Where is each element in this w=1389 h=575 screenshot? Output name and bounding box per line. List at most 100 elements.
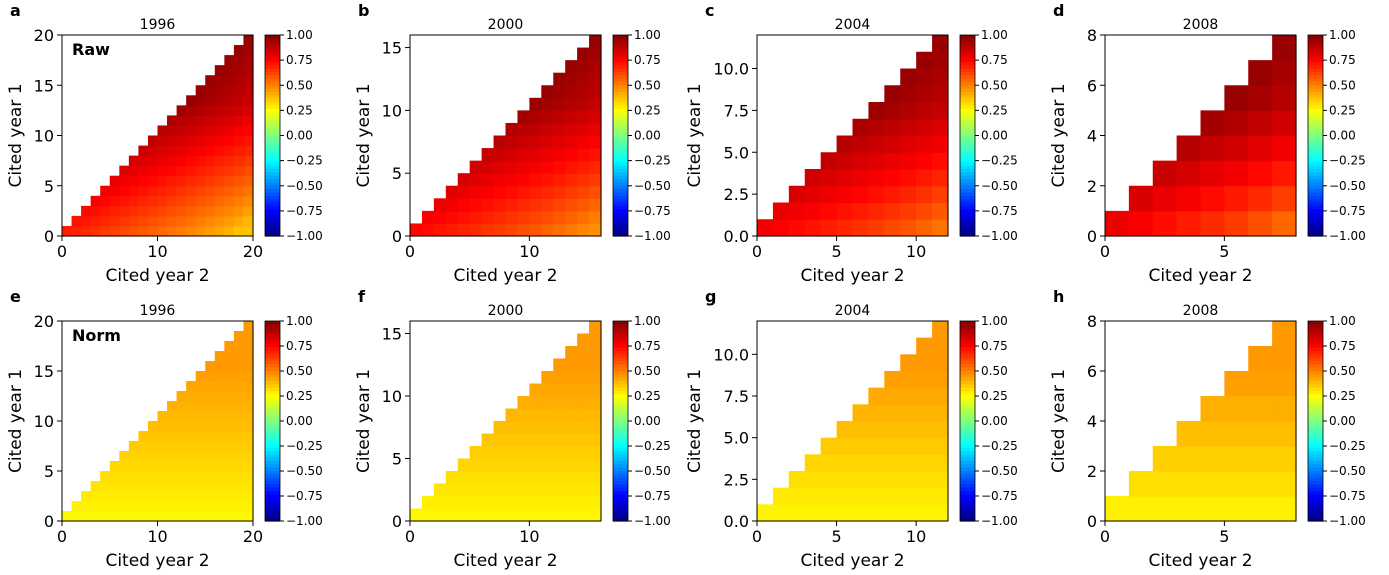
heatmap-cell (457, 173, 471, 187)
heatmap-cell (147, 451, 159, 462)
colorbar-segment (613, 128, 628, 133)
colorbar-segment (960, 148, 975, 153)
heatmap-cell (109, 481, 120, 492)
heatmap-cell (788, 219, 806, 237)
colorbar-segment (1308, 504, 1323, 509)
colorbar-segment (960, 341, 975, 345)
heatmap-cell (788, 471, 806, 489)
heatmap-cell (1152, 446, 1178, 472)
colorbar-segment (265, 514, 280, 519)
heatmap-cell (1176, 471, 1202, 497)
colorbar-segment (1308, 105, 1323, 110)
colorbar-segment (1308, 514, 1323, 519)
heatmap-cell (119, 175, 130, 187)
heatmap-cell (243, 155, 254, 167)
colorbar-segment (265, 411, 280, 415)
heatmap-cell (457, 483, 471, 497)
colorbar-segment (613, 189, 628, 194)
heatmap-cell (224, 185, 235, 197)
heatmap-cell (195, 155, 206, 167)
colorbar-segment (265, 55, 280, 60)
heatmap-cell (884, 185, 901, 204)
x-tick-label: 0 (405, 242, 415, 261)
heatmap-cell (445, 223, 459, 237)
heatmap-cell (214, 85, 225, 96)
heatmap-cell (176, 491, 187, 502)
colorbar-tick-label: −0.75 (1329, 204, 1366, 218)
heatmap-cell (195, 195, 206, 207)
heatmap-cell (138, 491, 149, 502)
colorbar-segment (960, 138, 975, 143)
colorbar-segment (613, 105, 628, 110)
colorbar-tick-label: 0.00 (981, 414, 1008, 428)
colorbar-segment (265, 364, 280, 369)
heatmap-cell (1248, 471, 1273, 497)
heatmap-cell (157, 185, 168, 197)
colorbar-segment (613, 41, 628, 46)
heatmap-cell (505, 508, 519, 522)
heatmap-cell (224, 451, 235, 462)
heatmap-cell (541, 471, 554, 485)
heatmap-cell (529, 210, 542, 225)
colorbar-tick-label: 0.75 (1329, 53, 1356, 67)
heatmap-cell (1128, 210, 1154, 237)
colorbar-segment (960, 391, 975, 395)
colorbar-tick-label: 1.00 (981, 314, 1008, 328)
colorbar-segment (613, 367, 628, 372)
heatmap-cell (157, 165, 168, 177)
y-axis-label: Cited year 1 (685, 83, 705, 187)
heatmap-cell (469, 496, 483, 510)
x-tick-label: 10 (519, 527, 539, 546)
heatmap-cell (224, 411, 235, 422)
heatmap-cell (243, 431, 254, 442)
heatmap-cell (214, 95, 225, 106)
heatmap-cell (836, 471, 854, 489)
colorbar-tick-label: −0.50 (286, 179, 323, 193)
heatmap-cell (916, 118, 933, 137)
colorbar-segment (265, 232, 280, 237)
heatmap-cell (900, 152, 917, 170)
heatmap-cell (517, 223, 530, 237)
heatmap-cell (481, 223, 495, 237)
heatmap-cell (565, 110, 578, 124)
heatmap-cell (186, 411, 197, 422)
heatmap-cell (469, 185, 483, 199)
colorbar-segment (1308, 222, 1323, 227)
colorbar-segment (265, 431, 280, 435)
colorbar-segment (613, 219, 628, 224)
y-tick-label: 0 (1087, 227, 1097, 246)
heatmap-cell (224, 401, 235, 412)
heatmap-cell (109, 215, 120, 227)
colorbar-tick-label: 1.00 (1329, 314, 1356, 328)
heatmap-cell (147, 145, 159, 157)
heatmap-cell (916, 487, 933, 505)
colorbar-segment (1308, 75, 1323, 80)
colorbar-segment (265, 212, 280, 217)
colorbar-segment (1308, 491, 1323, 495)
colorbar-segment (265, 464, 280, 469)
colorbar-segment (960, 494, 975, 499)
colorbar-segment (265, 374, 280, 379)
heatmap-cell (71, 225, 82, 237)
panel-g (752, 320, 979, 526)
colorbar-segment (960, 417, 975, 422)
colorbar-tick-label: 0.50 (286, 364, 313, 378)
colorbar-segment (265, 434, 280, 439)
colorbar-segment (960, 132, 975, 137)
colorbar-segment (960, 65, 975, 70)
heatmap-cell (565, 160, 578, 174)
colorbar-segment (1308, 45, 1323, 49)
heatmap-cell (167, 451, 178, 462)
colorbar-segment (1308, 229, 1323, 234)
heatmap-cell (1248, 160, 1273, 187)
colorbar-tick-label: 0.00 (634, 129, 661, 143)
heatmap-cell (233, 115, 245, 127)
heatmap-cell (186, 501, 197, 512)
colorbar-tick-label: 1.00 (634, 314, 661, 328)
colorbar-segment (1308, 48, 1323, 53)
colorbar-segment (613, 437, 628, 442)
heatmap-cell (932, 135, 949, 153)
colorbar-segment (960, 98, 975, 103)
colorbar-segment (960, 381, 975, 385)
heatmap-cell (243, 321, 254, 332)
